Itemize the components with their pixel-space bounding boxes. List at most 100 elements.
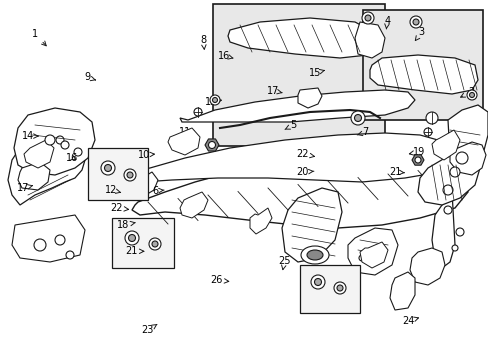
Circle shape [194,108,202,116]
Polygon shape [369,55,477,94]
Ellipse shape [301,246,328,264]
Text: 15: 15 [308,68,324,78]
Circle shape [423,128,431,136]
Circle shape [314,279,321,285]
Text: 24: 24 [401,316,418,326]
Polygon shape [359,242,387,268]
Circle shape [455,228,463,236]
Circle shape [128,234,135,242]
Bar [299,265,359,313]
Circle shape [209,95,220,105]
Polygon shape [12,215,85,262]
Circle shape [333,282,346,294]
Text: 17: 17 [17,183,33,193]
Circle shape [35,172,41,178]
Polygon shape [180,192,207,218]
Circle shape [449,167,459,177]
Polygon shape [417,152,479,205]
Text: 23: 23 [141,324,157,336]
Polygon shape [282,188,341,262]
Circle shape [451,245,457,251]
Circle shape [101,161,115,175]
Polygon shape [168,128,200,155]
Polygon shape [354,22,384,58]
Polygon shape [14,108,95,175]
Circle shape [74,148,82,156]
Text: 3: 3 [414,27,424,41]
Polygon shape [18,162,50,190]
Circle shape [56,136,64,144]
Ellipse shape [306,250,323,260]
Text: 22: 22 [295,149,314,159]
Polygon shape [297,88,321,108]
Polygon shape [411,155,423,165]
Text: 25: 25 [278,256,290,270]
Circle shape [361,12,373,24]
Circle shape [212,98,217,103]
Text: 18: 18 [117,220,135,230]
Circle shape [208,141,215,149]
Text: 8: 8 [200,35,206,49]
Polygon shape [347,228,397,275]
Polygon shape [138,172,158,196]
Text: 17: 17 [266,86,282,96]
Text: 4: 4 [384,16,389,29]
Circle shape [152,241,158,247]
Polygon shape [449,142,485,175]
Polygon shape [389,272,414,310]
Circle shape [124,169,136,181]
Circle shape [443,206,451,214]
Bar [213,4,384,146]
Text: 5: 5 [285,120,296,130]
Circle shape [336,285,342,291]
Polygon shape [8,128,85,205]
Text: 21: 21 [124,246,143,256]
Circle shape [104,165,111,171]
Polygon shape [132,153,467,228]
Text: 9: 9 [84,72,96,82]
Text: 11: 11 [178,127,194,138]
Text: 22: 22 [110,203,128,213]
Text: 16: 16 [66,153,79,163]
Polygon shape [180,90,414,122]
Polygon shape [431,105,487,268]
Circle shape [310,275,325,289]
Text: 20: 20 [295,167,313,177]
Circle shape [425,112,437,124]
Circle shape [55,235,65,245]
Circle shape [350,111,364,125]
Circle shape [45,135,55,145]
Text: 26: 26 [209,275,228,285]
Text: 1: 1 [32,29,46,46]
Circle shape [149,238,161,250]
Text: 14: 14 [22,131,38,141]
Circle shape [127,172,133,178]
Polygon shape [431,130,459,160]
Circle shape [354,114,361,122]
Polygon shape [24,140,54,168]
Polygon shape [204,139,219,151]
Circle shape [466,90,476,100]
Text: 2: 2 [460,87,473,97]
Text: 10: 10 [138,150,154,160]
Circle shape [468,93,473,98]
Circle shape [412,19,418,25]
Circle shape [409,16,421,28]
Circle shape [364,15,370,21]
Text: 16: 16 [217,51,233,61]
Bar [112,218,174,268]
Circle shape [125,231,139,245]
Text: 21: 21 [388,167,404,177]
Text: 12: 12 [105,185,121,195]
Circle shape [367,258,375,266]
Circle shape [61,141,69,149]
Text: 13: 13 [204,96,221,107]
Circle shape [66,251,74,259]
Circle shape [358,255,364,261]
Circle shape [442,185,452,195]
Polygon shape [135,133,451,182]
Text: 6: 6 [152,186,164,196]
Bar [362,10,482,120]
Text: 7: 7 [356,127,368,138]
Polygon shape [409,248,444,285]
